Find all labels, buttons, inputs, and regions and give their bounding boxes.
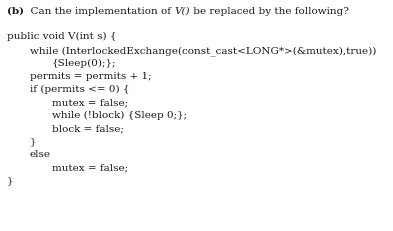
Text: }: } [7,175,13,184]
Text: {Sleep(0);};: {Sleep(0);}; [52,59,116,68]
Text: permits = permits + 1;: permits = permits + 1; [30,72,152,81]
Text: mutex = false;: mutex = false; [52,162,128,171]
Text: block = false;: block = false; [52,123,124,132]
Text: Can the implementation of: Can the implementation of [24,7,174,16]
Text: mutex = false;: mutex = false; [52,97,128,106]
Text: public void V(int s) {: public void V(int s) { [7,32,116,41]
Text: while (InterlockedExchange(const_cast<LONG*>(&mutex),true)): while (InterlockedExchange(const_cast<LO… [30,46,376,56]
Text: be replaced by the following?: be replaced by the following? [190,7,349,16]
Text: if (permits <= 0) {: if (permits <= 0) { [30,85,130,94]
Text: }: } [30,137,37,145]
Text: while (!block) {Sleep 0;};: while (!block) {Sleep 0;}; [52,110,187,120]
Text: V(): V() [174,7,190,16]
Text: else: else [30,149,51,158]
Text: (b): (b) [7,7,24,16]
